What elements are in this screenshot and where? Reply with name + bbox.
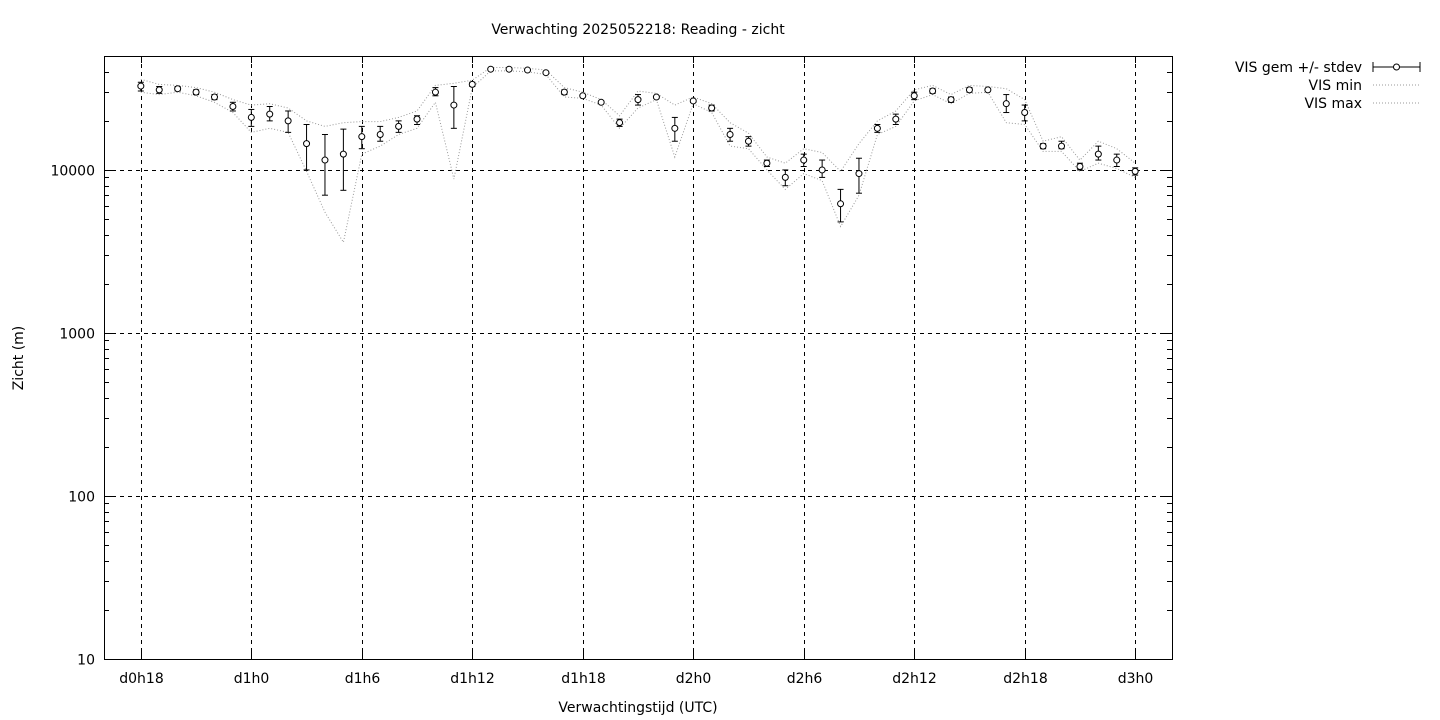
mean-point <box>1094 150 1102 158</box>
vis-min-line <box>140 70 1136 244</box>
y-axis-ticks: 10 100 1000 10000 <box>50 164 1172 669</box>
mean-point <box>303 140 311 148</box>
x-tick-label: d1h6 <box>345 671 381 687</box>
x-tick-label: d0h18 <box>119 671 163 687</box>
legend: VIS gem +/- stdev VIS min VIS max <box>1235 60 1421 112</box>
mean-point <box>174 85 182 93</box>
mean-point <box>892 115 900 123</box>
mean-point <box>266 110 274 118</box>
mean-point <box>210 93 218 101</box>
mean-point <box>1002 100 1010 108</box>
mean-point <box>487 65 495 73</box>
mean-point <box>321 156 329 164</box>
x-tick-label: d1h0 <box>234 671 270 687</box>
mean-point <box>837 200 845 208</box>
mean-point <box>579 92 587 100</box>
x-tick-label: d1h12 <box>450 671 494 687</box>
series-layer <box>137 65 1139 244</box>
mean-point <box>726 130 734 138</box>
legend-label-max: VIS max <box>1304 96 1362 112</box>
mean-point <box>339 150 347 158</box>
mean-point <box>763 159 771 167</box>
x-tick-label: d2h6 <box>787 671 823 687</box>
mean-point <box>1113 156 1121 164</box>
mean-point <box>929 87 937 95</box>
mean-point <box>634 96 642 104</box>
grid <box>104 56 1172 659</box>
x-tick-label: d2h0 <box>676 671 712 687</box>
legend-marker-mean <box>1372 62 1421 72</box>
x-tick-label: d2h18 <box>1003 671 1047 687</box>
plot-frame <box>104 56 1173 660</box>
x-axis-ticks: d0h18 d1h0 d1h6 d1h12 d1h18 d2h0 d2h6 d2h12 d2h1… <box>119 56 1153 687</box>
mean-point <box>1076 162 1084 170</box>
y-axis-label: Zicht (m) <box>11 326 27 391</box>
mean-point <box>984 86 992 94</box>
vis-max-line <box>140 67 1136 173</box>
mean-point <box>431 88 439 96</box>
chart-title: Verwachting 2025052218: Reading - zicht <box>491 22 785 38</box>
mean-point <box>413 115 421 123</box>
mean-point <box>192 88 200 96</box>
legend-label-min: VIS min <box>1309 78 1362 94</box>
mean-point <box>505 65 513 73</box>
mean-point <box>671 124 679 132</box>
mean-point <box>560 88 568 96</box>
legend-label-mean: VIS gem +/- stdev <box>1235 60 1362 76</box>
mean-point <box>616 119 624 127</box>
mean-point <box>155 86 163 94</box>
mean-point <box>855 170 863 178</box>
mean-point <box>1058 142 1066 150</box>
mean-point <box>800 156 808 164</box>
mean-point <box>229 103 237 111</box>
mean-point <box>284 117 292 125</box>
x-tick-label: d3h0 <box>1118 671 1154 687</box>
mean-point <box>689 97 697 105</box>
mean-point <box>597 98 605 106</box>
mean-point <box>1039 142 1047 150</box>
mean-point <box>247 113 255 121</box>
y-tick-label: 100 <box>68 490 95 506</box>
mean-point <box>376 130 384 138</box>
mean-point <box>395 122 403 130</box>
mean-point <box>1021 109 1029 117</box>
mean-point <box>137 82 145 90</box>
x-tick-label: d2h12 <box>892 671 936 687</box>
mean-point <box>781 173 789 181</box>
y-tick-label: 10000 <box>50 164 95 180</box>
mean-point <box>450 101 458 109</box>
y-tick-label: 10 <box>77 653 95 669</box>
mean-point <box>1131 167 1139 175</box>
mean-point <box>744 137 752 145</box>
mean-point <box>542 69 550 77</box>
x-tick-label: d1h18 <box>561 671 605 687</box>
mean-point <box>708 104 716 112</box>
mean-point <box>965 86 973 94</box>
x-axis-label: Verwachtingstijd (UTC) <box>558 700 717 716</box>
y-tick-label: 1000 <box>59 327 95 343</box>
mean-point <box>873 124 881 132</box>
mean-point <box>524 66 532 74</box>
minor-ticks <box>104 56 1172 611</box>
mean-point <box>910 92 918 100</box>
mean-point <box>468 80 476 88</box>
mean-point <box>358 133 366 141</box>
mean-point <box>652 93 660 101</box>
mean-point <box>818 166 826 174</box>
mean-point <box>947 96 955 104</box>
